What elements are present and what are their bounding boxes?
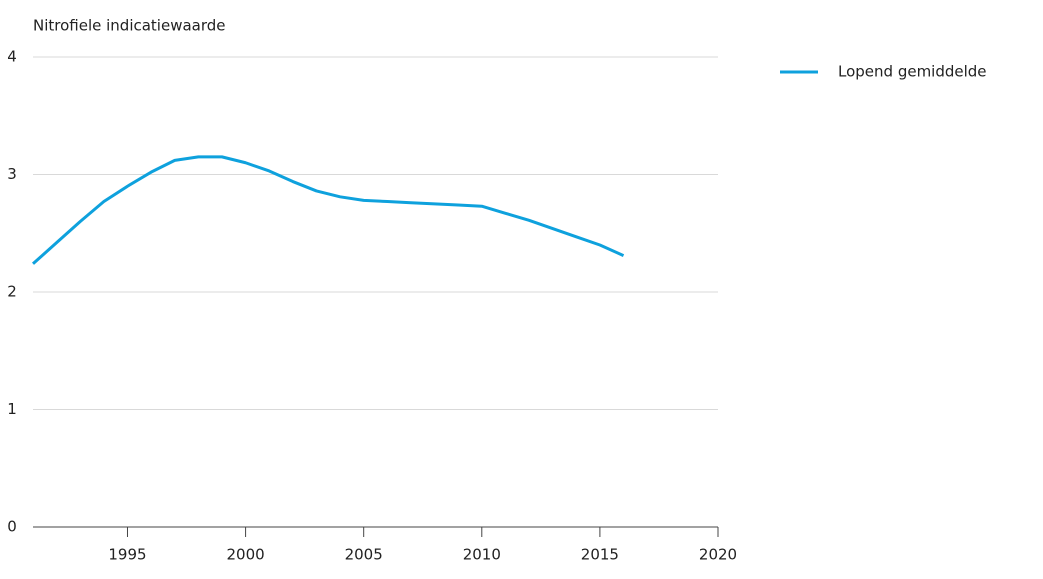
y-tick-label: 2 <box>7 283 17 301</box>
y-tick-label: 1 <box>7 400 17 418</box>
x-tick-label: 1995 <box>108 546 146 564</box>
y-tick-label: 3 <box>7 165 17 183</box>
y-axis-label: Nitrofiele indicatiewaarde <box>33 17 226 35</box>
y-tick-label: 0 <box>7 518 17 536</box>
line-series <box>31 155 625 265</box>
y-tick-label: 4 <box>7 48 17 66</box>
x-tick-label: 2015 <box>581 546 619 564</box>
x-tick-label: 2005 <box>345 546 383 564</box>
x-tick-label: 2020 <box>699 546 737 564</box>
legend-label: Lopend gemiddelde <box>838 63 987 81</box>
x-tick-label: 2000 <box>226 546 264 564</box>
x-tick-label: 2010 <box>463 546 501 564</box>
